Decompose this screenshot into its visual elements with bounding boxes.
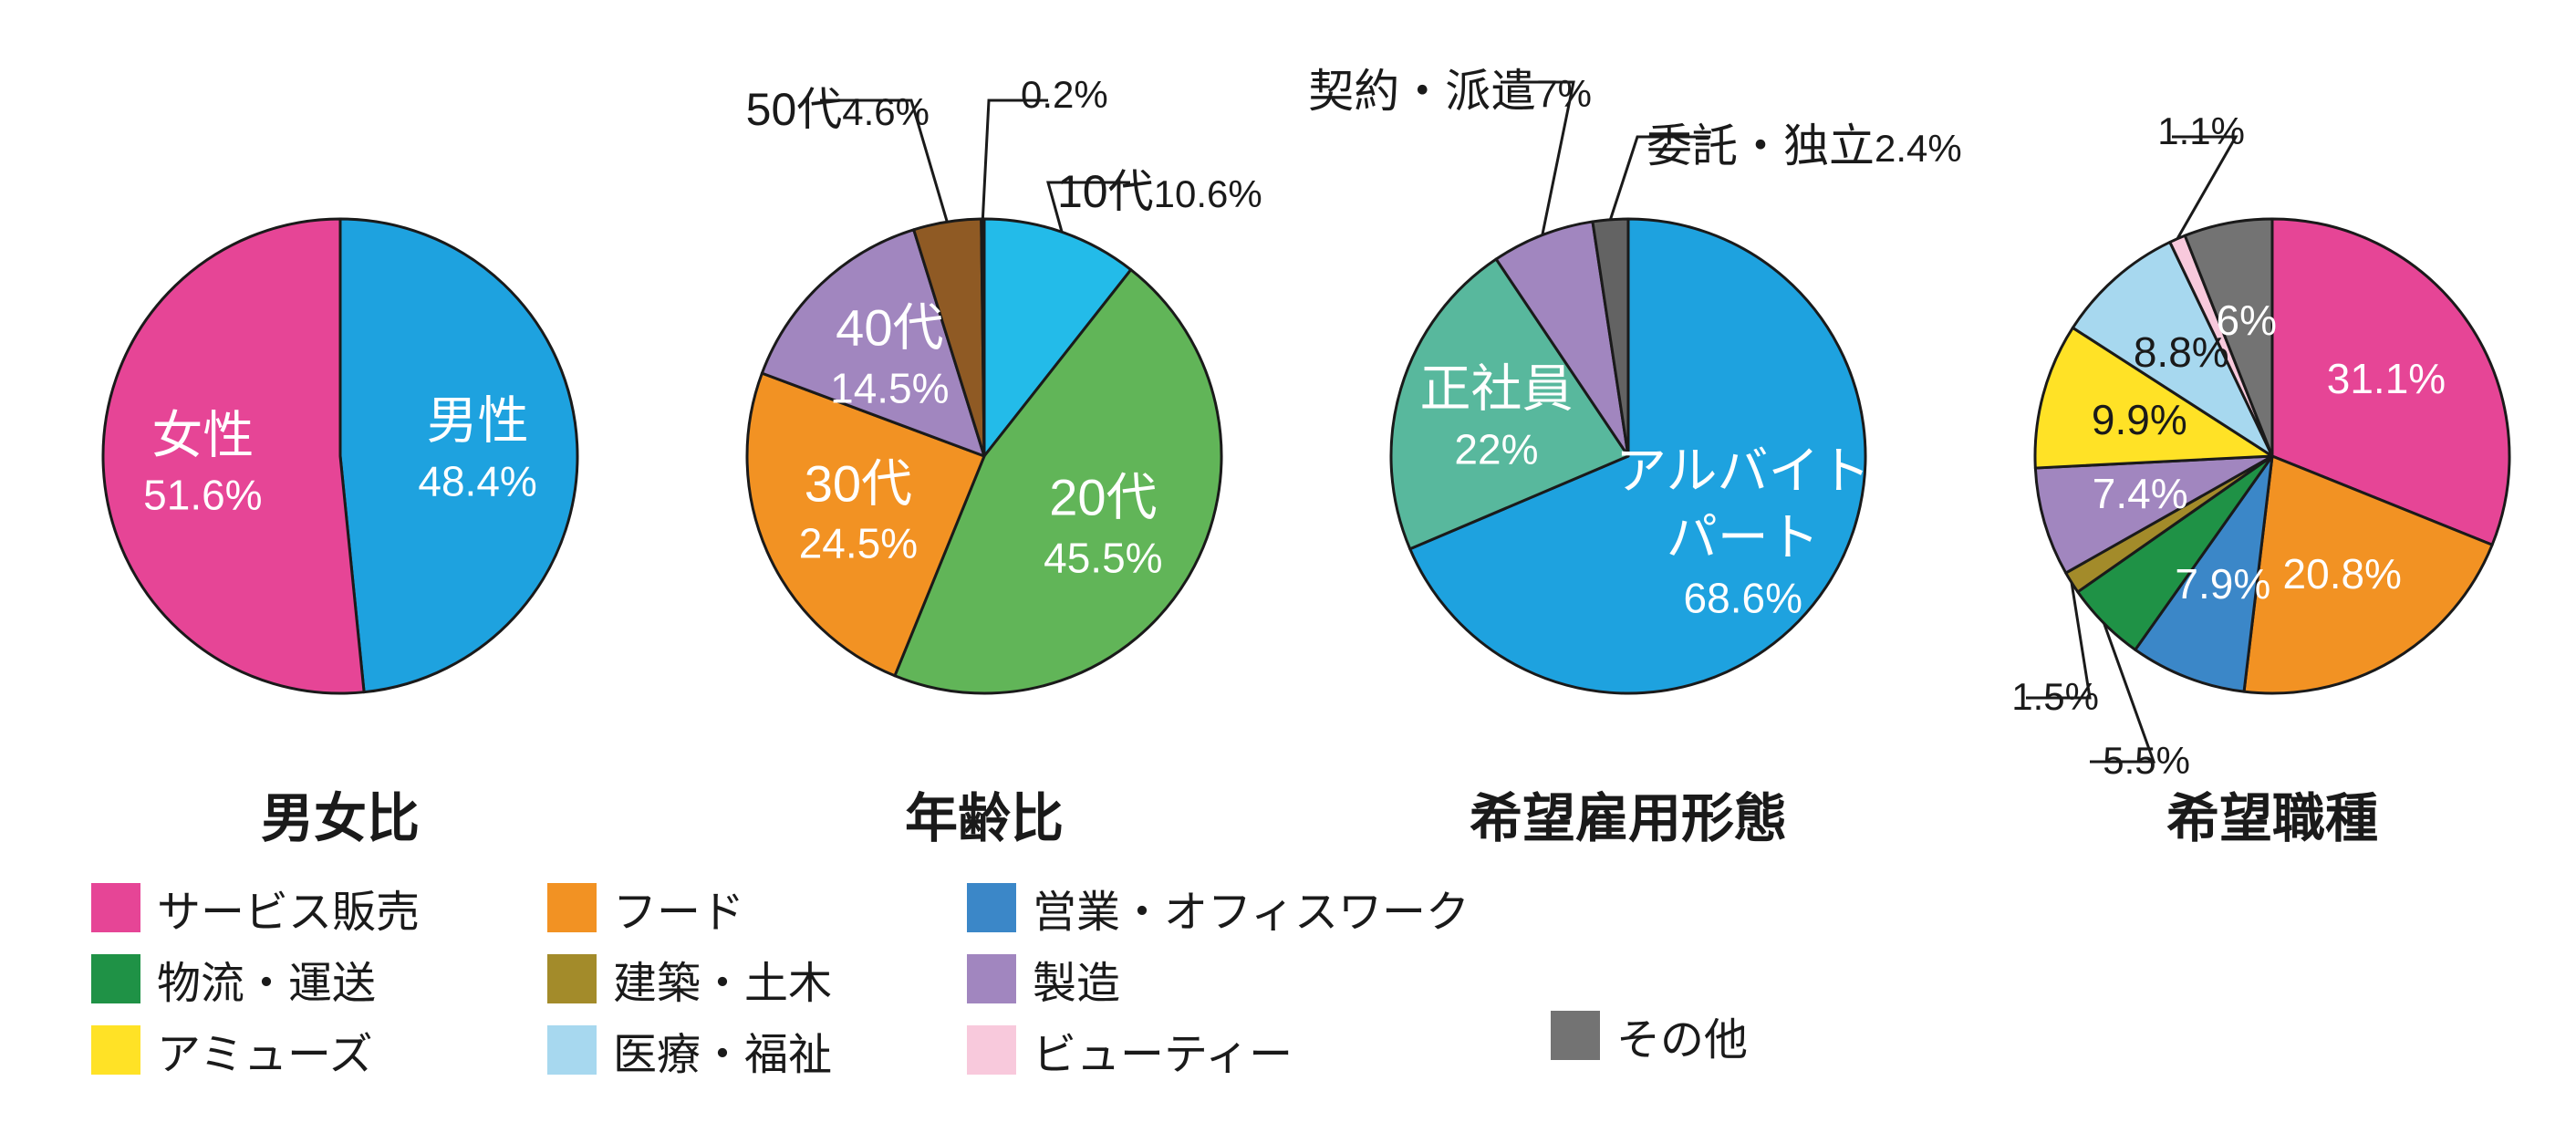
slice-label: 7.4% — [2093, 467, 2188, 522]
legend-item: 建築・土木 — [547, 947, 930, 1011]
callout-label: 委託・独立2.4% — [1646, 109, 1962, 175]
legend-swatch — [1551, 1011, 1600, 1060]
legend-column: フード建築・土木医療・福祉 — [547, 876, 930, 1082]
legend-column: 営業・オフィスワーク製造ビューティー — [967, 876, 1514, 1082]
slice-label: 40代14.5% — [830, 296, 949, 417]
legend-swatch — [91, 1025, 140, 1075]
chart-jobtype: 31.1% 20.8%7.9% 5.5%1.5% 7.4% 9.9% 8.8% 1.1% 6%… — [1962, 18, 2576, 858]
chart-svg-holder: 10代10.6% 20代45.5% 30代24.5% 40代14.5% 50代4.6% 0… — [674, 18, 1294, 766]
legend-item: フード — [547, 876, 930, 940]
legend-column: サービス販売物流・運送アミューズ — [91, 876, 511, 1082]
legend-label: 建築・土木 — [613, 947, 832, 1011]
legend-swatch — [547, 1025, 597, 1075]
callout-label: 契約・派遣7% — [1308, 55, 1592, 120]
legend-label: ビューティー — [1033, 1018, 1293, 1082]
callout-label: 10代10.6% — [1057, 155, 1262, 221]
legend-item: 物流・運送 — [91, 947, 511, 1011]
legend-label: 医療・福祉 — [613, 1018, 832, 1082]
legend-swatch — [547, 954, 597, 1003]
charts-container: 男性48.4% 女性51.6% 男女比 10代10.6% 20代45.5% 30代24.5… — [18, 18, 2576, 1115]
legend-label: フード — [613, 876, 744, 940]
callout-label: 50代4.6% — [746, 73, 930, 139]
legend-item: 製造 — [967, 947, 1514, 1011]
legend-item: 医療・福祉 — [547, 1018, 930, 1082]
chart-svg-holder: アルバイトパート68.6%正社員22%契約・派遣7%委託・独立2.4% — [1318, 18, 1938, 766]
legend-label: その他 — [1616, 1003, 1748, 1067]
slice-label: 7.9% — [2175, 557, 2270, 612]
legend-swatch — [967, 1025, 1016, 1075]
callout-label: 1.5% — [2011, 675, 2099, 719]
legend-swatch — [91, 883, 140, 932]
callout-label: 0.2% — [1021, 73, 1108, 117]
legend-swatch — [91, 954, 140, 1003]
slice-label: 20代45.5% — [1044, 465, 1162, 587]
legend-column: その他 — [1551, 876, 1824, 1082]
pie-svg — [1962, 18, 2576, 766]
legend-label: 営業・オフィスワーク — [1033, 876, 1470, 940]
legend-item: 営業・オフィスワーク — [967, 876, 1514, 940]
callout-label: 5.5% — [2103, 739, 2190, 783]
charts-row: 男性48.4% 女性51.6% 男女比 10代10.6% 20代45.5% 30代24.5… — [18, 18, 2576, 858]
slice-label: アルバイトパート68.6% — [1615, 438, 1870, 625]
legend-label: サービス販売 — [157, 876, 420, 940]
chart-title: 年齢比 — [905, 775, 1064, 852]
legend-item: サービス販売 — [91, 876, 511, 940]
chart-age: 10代10.6% 20代45.5% 30代24.5% 40代14.5% 50代4.6% 0… — [674, 18, 1294, 858]
chart-gender: 男性48.4% 女性51.6% 男女比 — [30, 18, 650, 858]
legend-swatch — [967, 954, 1016, 1003]
slice-label: 正社員22% — [1419, 357, 1573, 478]
legend-item: アミューズ — [91, 1018, 511, 1082]
slice-label: 9.9% — [2092, 393, 2187, 448]
legend-label: アミューズ — [157, 1018, 373, 1082]
callout-label: 1.1% — [2157, 109, 2245, 153]
slice-label: 女性51.6% — [143, 402, 262, 524]
legend-item: その他 — [1551, 1003, 1824, 1067]
chart-title: 希望雇用形態 — [1470, 775, 1787, 852]
chart-svg-holder: 31.1%20.8%7.9%5.5%1.5%7.4%9.9%8.8%1.1%6% — [1962, 18, 2576, 766]
chart-title: 希望職種 — [2166, 775, 2378, 852]
slice-label: 男性48.4% — [418, 389, 536, 510]
slice-label: 20.8% — [2283, 547, 2402, 602]
legend-item: ビューティー — [967, 1018, 1514, 1082]
chart-svg-holder: 男性48.4% 女性51.6% — [30, 18, 650, 766]
legend-swatch — [547, 883, 597, 932]
slice-label: 30代24.5% — [799, 451, 918, 572]
slice-label: 8.8% — [2134, 326, 2229, 380]
legend-label: 製造 — [1033, 947, 1120, 1011]
legend-label: 物流・運送 — [157, 947, 376, 1011]
legend: サービス販売物流・運送アミューズフード建築・土木医療・福祉営業・オフィスワーク製… — [18, 876, 2576, 1082]
slice-label: 31.1% — [2327, 352, 2446, 407]
chart-employment: アルバイトパート68.6%正社員22%契約・派遣7%委託・独立2.4%希望雇用形… — [1318, 18, 1938, 858]
slice-label: 6% — [2216, 294, 2276, 348]
chart-title: 男女比 — [261, 775, 420, 852]
legend-swatch — [967, 883, 1016, 932]
pie-svg — [30, 18, 650, 766]
